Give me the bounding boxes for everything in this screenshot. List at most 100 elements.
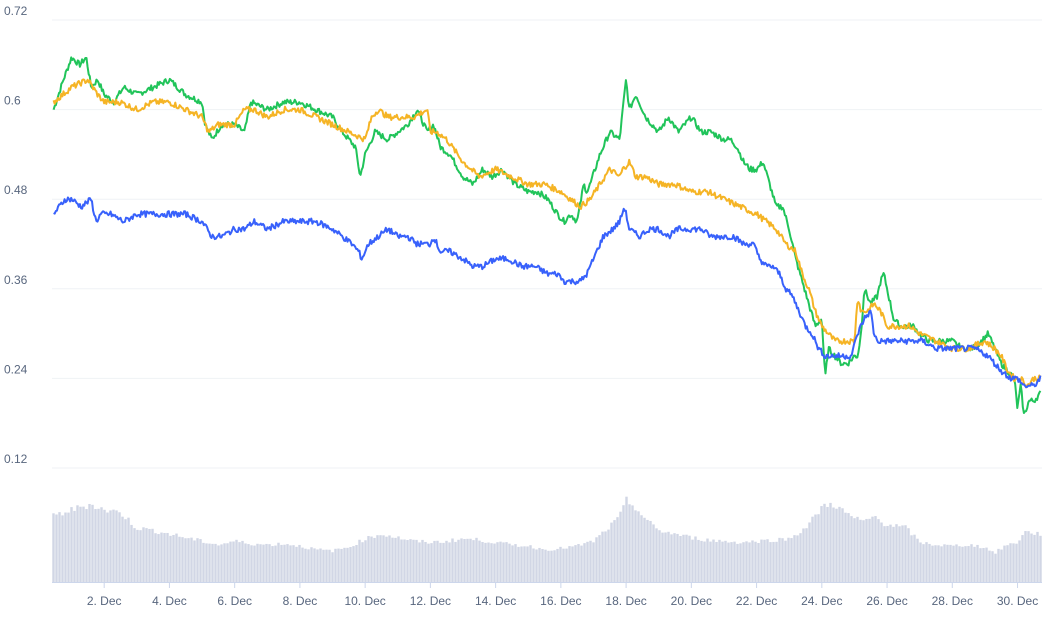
volume-bar bbox=[787, 537, 790, 582]
volume-bar bbox=[388, 535, 391, 582]
volume-bar bbox=[376, 535, 379, 582]
volume-bar bbox=[673, 533, 676, 582]
volume-bar bbox=[976, 544, 979, 582]
volume-bar bbox=[250, 545, 253, 582]
x-tick-label: 8. Dec bbox=[283, 594, 318, 608]
volume-bar bbox=[667, 531, 670, 582]
volume-bar bbox=[295, 546, 298, 582]
volume-bar bbox=[865, 518, 868, 582]
volume-bar bbox=[184, 538, 187, 582]
volume-bar bbox=[103, 509, 106, 582]
volume-bar bbox=[889, 524, 892, 582]
volume-bar bbox=[406, 540, 409, 582]
volume-bar bbox=[643, 517, 646, 582]
volume-bar bbox=[640, 515, 643, 582]
volume-bar bbox=[823, 503, 826, 582]
volume-bar bbox=[931, 545, 934, 582]
volume-bar bbox=[304, 548, 307, 582]
volume-bar bbox=[622, 505, 625, 582]
volume-bar bbox=[772, 541, 775, 582]
volume-bar bbox=[241, 540, 244, 582]
volume-bar bbox=[520, 546, 523, 582]
volume-bar bbox=[73, 510, 76, 582]
volume-bar bbox=[274, 545, 277, 582]
x-tick-label: 2. Dec bbox=[87, 594, 122, 608]
volume-bar bbox=[505, 542, 508, 582]
volume-bar bbox=[436, 540, 439, 582]
volume-bar bbox=[592, 542, 595, 582]
x-tick-label: 14. Dec bbox=[475, 594, 516, 608]
volume-bar bbox=[730, 542, 733, 582]
volume-bar bbox=[973, 546, 976, 582]
volume-bar bbox=[298, 544, 301, 582]
volume-bar bbox=[265, 543, 268, 582]
volume-bar bbox=[913, 534, 916, 582]
volume-bar bbox=[550, 550, 553, 582]
volume-bar bbox=[754, 541, 757, 582]
volume-bar bbox=[214, 543, 217, 582]
volume-bar bbox=[445, 540, 448, 582]
volume-bar bbox=[325, 549, 328, 582]
volume-bar bbox=[598, 535, 601, 582]
volume-bar bbox=[286, 544, 289, 582]
volume-bar bbox=[769, 542, 772, 582]
volume-bar bbox=[826, 506, 829, 582]
volume-layer bbox=[52, 496, 1042, 582]
volume-bar bbox=[106, 512, 109, 582]
volume-bar bbox=[64, 512, 67, 582]
volume-bar bbox=[469, 538, 472, 582]
volume-bar bbox=[979, 548, 982, 582]
volume-bar bbox=[988, 550, 991, 582]
volume-bar bbox=[307, 549, 310, 582]
volume-bar bbox=[343, 547, 346, 582]
volume-bar bbox=[415, 539, 418, 582]
volume-bar bbox=[619, 511, 622, 582]
volume-bar bbox=[523, 546, 526, 582]
volume-bar bbox=[385, 536, 388, 582]
volume-bar bbox=[94, 509, 97, 582]
volume-bar bbox=[832, 507, 835, 582]
volume-bar bbox=[157, 534, 160, 582]
volume-bar bbox=[124, 519, 127, 582]
volume-bar bbox=[742, 542, 745, 582]
volume-bar bbox=[940, 546, 943, 582]
volume-bar bbox=[472, 540, 475, 582]
volume-bar bbox=[712, 539, 715, 582]
volume-bar bbox=[706, 538, 709, 582]
volume-bar bbox=[829, 502, 832, 582]
volume-bar bbox=[358, 539, 361, 582]
y-tick-label: 0.24 bbox=[4, 362, 28, 376]
volume-bar bbox=[982, 548, 985, 582]
volume-bar bbox=[796, 535, 799, 582]
volume-bar bbox=[79, 506, 82, 582]
volume-bar bbox=[253, 545, 256, 582]
volume-bar bbox=[331, 552, 334, 582]
volume-bar bbox=[178, 536, 181, 582]
volume-bar bbox=[625, 496, 628, 582]
volume-bar bbox=[715, 541, 718, 582]
volume-bar bbox=[61, 515, 64, 582]
volume-bar bbox=[835, 508, 838, 582]
volume-bar bbox=[985, 547, 988, 582]
volume-bar bbox=[538, 547, 541, 582]
volume-bar bbox=[943, 544, 946, 582]
volume-bar bbox=[928, 543, 931, 582]
volume-bar bbox=[379, 535, 382, 582]
volume-bar bbox=[115, 510, 118, 582]
volume-bar bbox=[811, 516, 814, 582]
volume-bar bbox=[349, 547, 352, 582]
volume-bar bbox=[814, 514, 817, 582]
volume-bar bbox=[76, 505, 79, 582]
volume-bar bbox=[571, 546, 574, 582]
volume-bar bbox=[925, 542, 928, 582]
volume-bar bbox=[856, 516, 859, 582]
volume-bar bbox=[373, 537, 376, 582]
volume-bar bbox=[370, 536, 373, 582]
volume-bar bbox=[424, 541, 427, 582]
volume-bar bbox=[853, 518, 856, 582]
volume-bar bbox=[1030, 533, 1033, 582]
volume-bar bbox=[760, 539, 763, 582]
volume-bar bbox=[133, 528, 136, 582]
volume-bar bbox=[478, 540, 481, 582]
